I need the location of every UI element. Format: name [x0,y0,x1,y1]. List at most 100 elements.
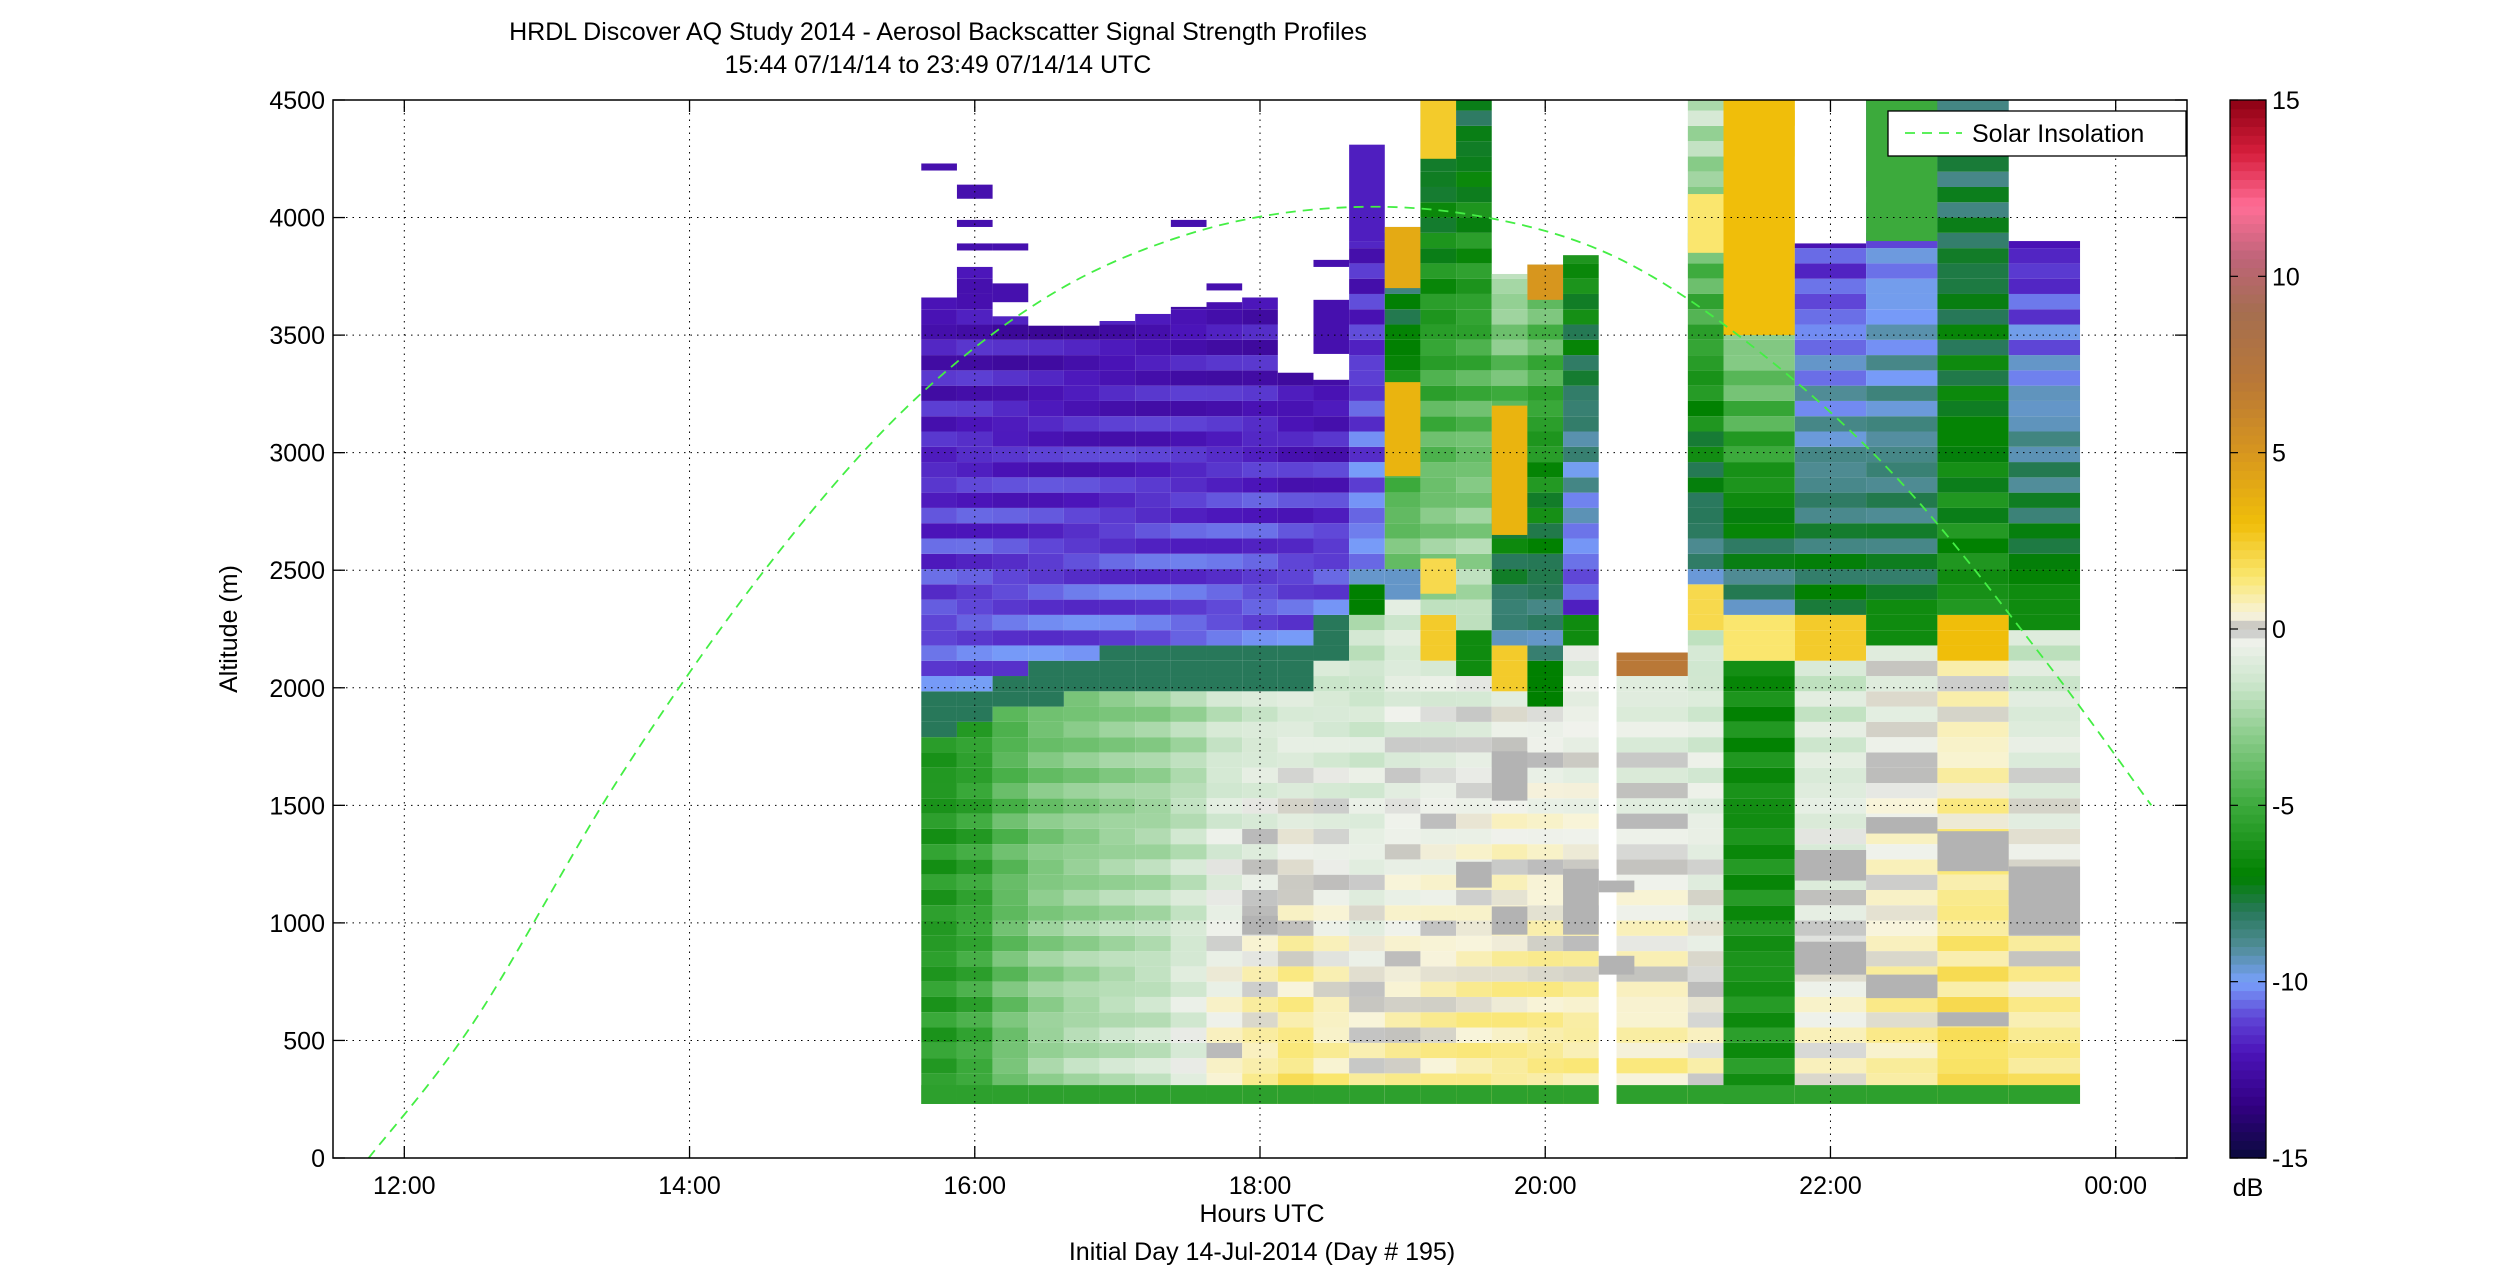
heatmap-cell [1723,1073,1795,1089]
colorbar-segment [2230,505,2266,515]
heatmap-cell [956,935,993,952]
heatmap-cell [1242,1027,1278,1043]
heatmap-cell [1420,645,1457,661]
heatmap-cell [1563,813,1599,829]
heatmap-cell [1937,1042,2009,1059]
heatmap-cell [2008,339,2081,356]
heatmap-cell [1349,920,1385,936]
heatmap-cell [992,507,1029,524]
solar-insolation-line [367,205,2153,1159]
colorbar-segment [2230,232,2266,242]
heatmap-cell [921,309,957,325]
colorbar-segment [2230,919,2266,930]
heatmap-cell [1028,782,1064,799]
heatmap-cell [1313,935,1350,952]
heatmap-nosignal-block [1598,955,1635,975]
heatmap-cell [956,219,993,227]
heatmap-cell [1349,905,1385,921]
heatmap-cell [1349,706,1385,722]
heatmap-cell [1313,874,1350,890]
heatmap-cell [1687,194,1724,253]
heatmap-cell [1563,782,1599,799]
heatmap-cell [1028,431,1064,447]
heatmap-cell [2008,996,2081,1013]
heatmap-cell [956,416,993,432]
heatmap-cell [1028,1073,1064,1089]
heatmap-cell [1616,889,1688,906]
colorbar-segment [2230,884,2266,895]
heatmap-cell [992,385,1029,401]
heatmap-cell [1491,966,1528,982]
heatmap-cell [1527,1027,1564,1043]
heatmap-cell [1135,782,1171,799]
heatmap-cell [921,431,957,447]
heatmap-cell [1866,370,1938,386]
colorbar-segment [2230,346,2266,357]
heatmap-cell [1099,630,1136,646]
heatmap-cell [1866,1085,1938,1104]
heatmap-cell [1456,248,1492,264]
heatmap-cell [2008,798,2081,814]
heatmap-cell [1687,645,1724,661]
heatmap-cell [1313,259,1350,267]
colorbar-segment [2230,734,2266,745]
heatmap-cell [1420,859,1457,875]
heatmap-cell [1794,523,1867,539]
heatmap-cell [992,828,1029,845]
colorbar-segment [2230,928,2266,939]
heatmap-cell [1135,630,1171,646]
heatmap-cell [1349,996,1385,1013]
heatmap-cell [2008,538,2081,554]
heatmap-cell [1313,859,1350,875]
heatmap-cell [1420,981,1457,997]
heatmap-cell [1456,614,1492,631]
heatmap-cell [1349,553,1385,570]
heatmap-cell [1527,874,1564,890]
colorbar-gradient [2230,100,2266,1159]
heatmap-nosignal-block [1491,906,1528,935]
heatmap-cell [956,266,993,279]
heatmap-cell [1456,309,1492,325]
colorbar-segment [2230,108,2266,119]
heatmap-cell [1723,981,1795,997]
heatmap-cell [921,737,957,753]
colorbar-segment [2230,1016,2266,1027]
heatmap-cell [1170,1058,1207,1074]
heatmap-cell [1616,905,1688,921]
heatmap-cell [956,1073,993,1089]
heatmap-cell [1277,981,1314,997]
heatmap-cell [992,920,1029,936]
heatmap-cell [1866,782,1938,799]
heatmap-cell [1563,446,1599,463]
heatmap-cell [992,1012,1029,1028]
heatmap-cell [1456,981,1492,997]
heatmap-cell [1616,920,1688,936]
colorbar-segment [2230,902,2266,912]
heatmap-cell [1313,782,1350,799]
heatmap-cell [1616,737,1688,753]
heatmap-cell [1170,782,1207,799]
heatmap-cell [1937,171,2009,187]
heatmap-cell [1866,1027,1938,1043]
heatmap-cell [1063,721,1100,738]
heatmap-cell [1687,569,1724,585]
heatmap-cell [1028,584,1064,600]
heatmap-cell [1170,219,1207,227]
heatmap-cell [1420,614,1457,631]
heatmap-cell [1028,798,1064,814]
heatmap-cell [1349,523,1385,539]
heatmap-cell [1491,691,1528,707]
heatmap-cell [1616,782,1688,799]
heatmap-cell [2008,241,2081,249]
heatmap-cell [1491,339,1528,356]
heatmap-cell [1206,813,1243,829]
heatmap-cell [956,660,993,677]
heatmap-cell [1420,507,1457,524]
heatmap-cell [992,355,1029,371]
colorbar-segment [2230,443,2266,454]
colorbar-segment [2230,805,2266,815]
heatmap-cell [1937,278,2009,294]
heatmap-cell [1349,385,1385,401]
heatmap-cell [1866,385,1938,401]
colorbar-segment [2230,990,2266,1000]
